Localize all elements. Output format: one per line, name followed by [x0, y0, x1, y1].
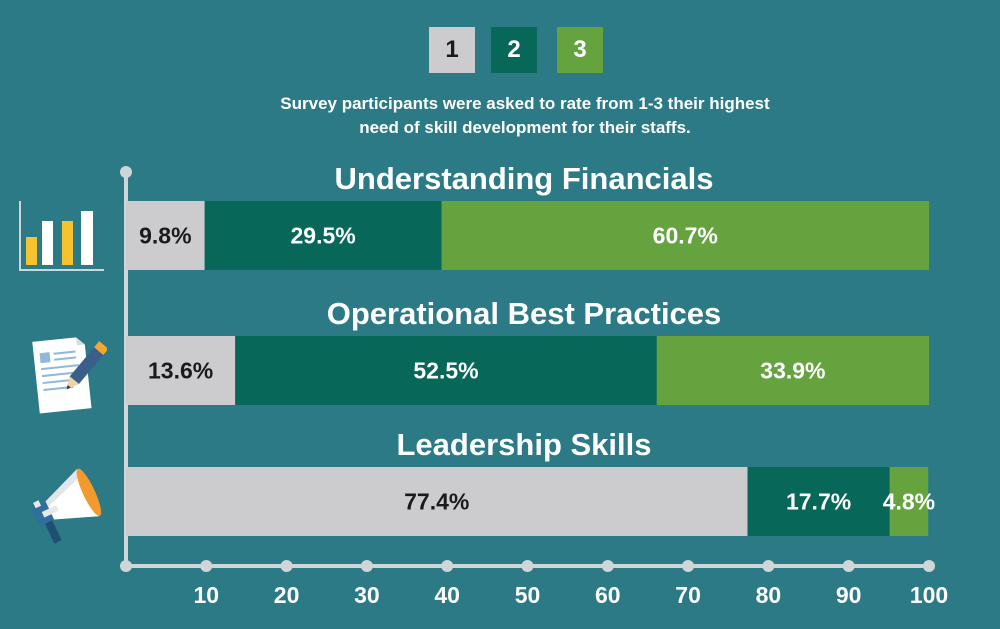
legend-label-2: 2	[507, 36, 521, 63]
x-tick-label-50: 50	[515, 582, 541, 608]
bar-operational-series-2	[235, 336, 657, 405]
data-label-financials-series-1: 9.8%	[139, 223, 191, 249]
bar-operational-series-1	[126, 336, 236, 405]
legend-label-3: 3	[573, 36, 587, 63]
legend-label-1: 1	[445, 36, 459, 63]
bar-financials-series-1	[126, 201, 205, 270]
bar-chart-icon	[19, 201, 104, 271]
category-title-financials: Understanding Financials	[334, 161, 714, 196]
x-tick-label-30: 30	[354, 582, 380, 608]
x-axis-origin-dot	[120, 560, 132, 572]
x-tick-label-90: 90	[836, 582, 862, 608]
subtitle: Survey participants were asked to rate f…	[200, 92, 850, 140]
data-label-operational-series-2: 52.5%	[413, 358, 478, 384]
data-label-operational-series-1: 13.6%	[148, 358, 213, 384]
x-tick-label-70: 70	[675, 582, 701, 608]
x-tick-dot-50	[521, 560, 534, 572]
legend-item-2: 2	[491, 27, 537, 73]
legend-item-1: 1	[429, 27, 475, 73]
x-tick-dot-30	[360, 560, 373, 572]
data-label-leadership-series-3: 4.8%	[883, 489, 935, 515]
x-tick-label-40: 40	[434, 582, 460, 608]
x-tick-dot-40	[441, 560, 454, 572]
x-tick-dot-100	[923, 560, 935, 572]
subtitle-line-2: need of skill development for their staf…	[359, 118, 691, 137]
bar-operational-series-3	[656, 336, 929, 405]
document-pencil-icon	[32, 337, 107, 414]
data-label-financials-series-3: 60.7%	[653, 223, 718, 249]
bar-leadership-series-2	[747, 467, 890, 536]
x-tick-dot-60	[601, 560, 614, 572]
category-title-leadership: Leadership Skills	[396, 427, 652, 462]
data-label-leadership-series-1: 77.4%	[404, 489, 469, 515]
x-tick-dot-20	[280, 560, 293, 572]
megaphone-icon	[32, 468, 102, 544]
legend-item-3: 3	[557, 27, 603, 73]
x-tick-dot-70	[682, 560, 695, 572]
bar-leadership-series-1	[126, 467, 748, 536]
x-tick-label-100: 100	[910, 582, 948, 608]
bar-financials-series-2	[204, 201, 442, 270]
bar-leadership-series-3	[889, 467, 929, 536]
bar-financials-series-3	[441, 201, 929, 270]
x-tick-dot-80	[762, 560, 775, 572]
data-label-operational-series-3: 33.9%	[760, 358, 825, 384]
data-label-financials-series-2: 29.5%	[291, 223, 356, 249]
x-tick-label-10: 10	[194, 582, 220, 608]
y-axis-end-dot	[120, 166, 132, 178]
x-tick-dot-90	[842, 560, 855, 572]
legend: 1 2 3	[0, 27, 1000, 73]
subtitle-line-1: Survey participants were asked to rate f…	[280, 94, 770, 113]
category-title-operational: Operational Best Practices	[326, 296, 722, 331]
x-tick-label-80: 80	[756, 582, 782, 608]
data-label-leadership-series-2: 17.7%	[786, 489, 851, 515]
x-tick-label-20: 20	[274, 582, 300, 608]
x-tick-dot-10	[200, 560, 213, 572]
x-tick-label-60: 60	[595, 582, 621, 608]
